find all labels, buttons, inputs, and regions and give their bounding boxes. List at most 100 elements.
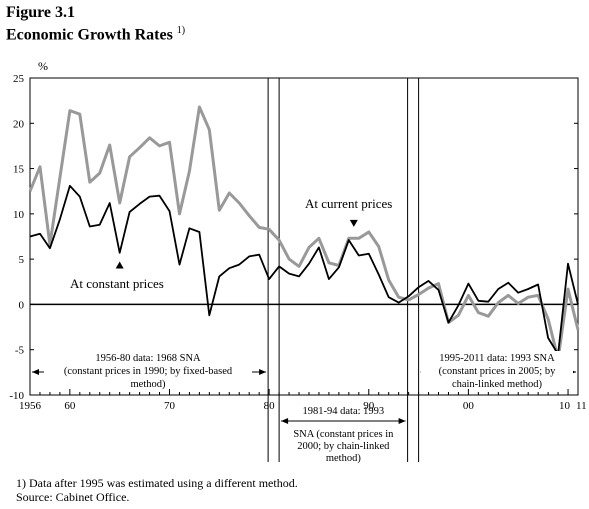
data-point-constant <box>368 253 369 254</box>
data-point-current <box>109 144 110 145</box>
y-tick-label: 0 <box>19 299 25 311</box>
plot-frame <box>29 77 579 396</box>
data-point-current <box>69 110 70 111</box>
data-point-current <box>298 266 299 267</box>
data-point-current <box>29 191 30 192</box>
period-note-bg <box>44 377 252 389</box>
data-point-current <box>518 303 519 304</box>
data-point-current <box>189 171 190 172</box>
period-note-bg <box>421 364 573 376</box>
data-point-current <box>219 210 220 211</box>
data-point-current <box>428 288 429 289</box>
data-point-current <box>548 318 549 319</box>
x-tick-label: 00 <box>463 400 475 412</box>
data-point-constant <box>29 236 30 237</box>
data-point-current <box>438 283 439 284</box>
data-point-current <box>99 173 100 174</box>
source-note: Source: Cabinet Office. <box>16 490 130 504</box>
data-point-current <box>498 302 499 303</box>
period-note-1981-94: SNA (constant prices in <box>293 429 394 440</box>
x-tick-label: 1956 <box>19 400 42 412</box>
period-note-1995-2011: 1995-2011 data: 1993 SNA <box>439 353 555 364</box>
data-point-constant <box>448 322 449 323</box>
period-note-1995-2011: chain-linked method) <box>452 379 543 390</box>
data-point-current <box>239 202 240 203</box>
data-point-constant <box>488 301 489 302</box>
data-point-constant <box>169 211 170 212</box>
data-point-constant <box>548 337 549 338</box>
data-point-current <box>368 231 369 232</box>
data-point-current <box>348 238 349 239</box>
data-point-current <box>478 312 479 313</box>
data-point-current <box>199 106 200 107</box>
data-point-constant <box>179 264 180 265</box>
data-point-current <box>119 202 120 203</box>
data-point-current <box>288 259 289 260</box>
data-point-current <box>308 247 309 248</box>
y-tick-label: 5 <box>19 254 25 266</box>
data-point-constant <box>159 195 160 196</box>
data-point-current <box>39 166 40 167</box>
data-point-constant <box>438 289 439 290</box>
data-point-current <box>488 316 489 317</box>
data-point-current <box>458 315 459 316</box>
data-point-constant <box>129 211 130 212</box>
x-tick-label: 60 <box>64 400 76 412</box>
data-point-constant <box>358 255 359 256</box>
data-point-current <box>179 213 180 214</box>
data-point-constant <box>209 315 210 316</box>
data-point-current <box>59 177 60 178</box>
data-point-current <box>358 238 359 239</box>
data-point-constant <box>498 288 499 289</box>
data-point-current <box>328 262 329 263</box>
data-point-constant <box>59 219 60 220</box>
data-point-constant <box>259 254 260 255</box>
annotation-marker <box>349 219 358 227</box>
data-point-constant <box>378 274 379 275</box>
period-note-bg <box>280 426 407 438</box>
data-point-constant <box>388 297 389 298</box>
series-line-constant <box>29 184 579 356</box>
data-point-constant <box>199 231 200 232</box>
chart-title: Economic Growth Rates 1) <box>6 22 185 44</box>
data-point-constant <box>508 282 509 283</box>
data-point-constant <box>418 287 419 288</box>
x-tick-label: 70 <box>164 400 176 412</box>
data-point-constant <box>577 304 578 305</box>
data-point-constant <box>408 296 409 297</box>
data-point-constant <box>478 300 479 301</box>
data-point-constant <box>288 273 289 274</box>
data-point-current <box>269 229 270 230</box>
y-tick-label: 10 <box>13 209 25 221</box>
data-point-constant <box>518 292 519 293</box>
series-annotation: At constant prices <box>70 276 164 291</box>
data-point-constant <box>139 203 140 204</box>
data-point-current <box>378 246 379 247</box>
period-arrowhead <box>32 369 39 375</box>
period-note-1981-94: 2000; by chain-linked <box>297 441 390 452</box>
data-point-constant <box>318 247 319 248</box>
data-point-current <box>567 288 568 289</box>
data-point-current <box>318 238 319 239</box>
data-point-constant <box>298 276 299 277</box>
data-point-current <box>408 299 409 300</box>
data-point-constant <box>278 266 279 267</box>
data-point-current <box>278 240 279 241</box>
period-note-bg <box>44 364 252 376</box>
data-point-current <box>79 114 80 115</box>
data-point-constant <box>428 280 429 281</box>
data-point-constant <box>109 202 110 203</box>
period-note-bg <box>421 377 573 389</box>
data-point-constant <box>49 248 50 249</box>
y-tick-label: 25 <box>13 73 25 85</box>
series-line-current <box>28 105 580 361</box>
data-point-constant <box>239 264 240 265</box>
y-tick-label: 20 <box>13 118 25 130</box>
data-point-current <box>249 215 250 216</box>
title-note-marker: 1) <box>176 25 186 36</box>
data-point-current <box>169 142 170 143</box>
data-point-constant <box>249 256 250 257</box>
data-point-constant <box>269 278 270 279</box>
x-tick-label: 90 <box>363 400 375 412</box>
